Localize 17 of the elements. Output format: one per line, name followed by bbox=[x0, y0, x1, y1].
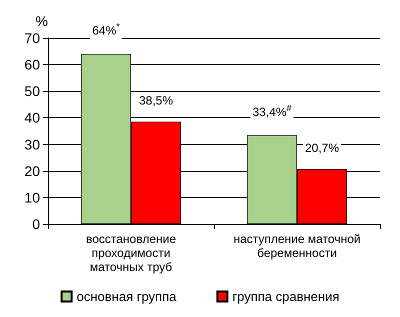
y-tick-label: 30 bbox=[24, 136, 40, 152]
y-tick-label: 20 bbox=[24, 162, 40, 179]
y-tick-label: 50 bbox=[24, 83, 40, 100]
data-label: 20,7% bbox=[304, 140, 340, 155]
x-tick-label: наступление маточной беременности bbox=[233, 232, 361, 260]
data-label: 38,5% bbox=[138, 94, 174, 108]
y-axis-title: % bbox=[36, 13, 48, 29]
data-label: 33,4%# bbox=[252, 102, 292, 119]
y-tick-label: 10 bbox=[24, 189, 40, 206]
legend-label: основная группа bbox=[76, 289, 178, 304]
y-tick-label: 60 bbox=[24, 56, 40, 73]
y-tick-label: 70 bbox=[24, 30, 40, 46]
data-label: 64%* bbox=[92, 21, 120, 38]
y-tick-label: 40 bbox=[24, 110, 40, 126]
x-tick-label: восстановление проходимости маточных труб bbox=[86, 232, 176, 274]
y-tick-label: 0 bbox=[32, 216, 40, 232]
legend-label: группа сравнения bbox=[232, 289, 340, 304]
